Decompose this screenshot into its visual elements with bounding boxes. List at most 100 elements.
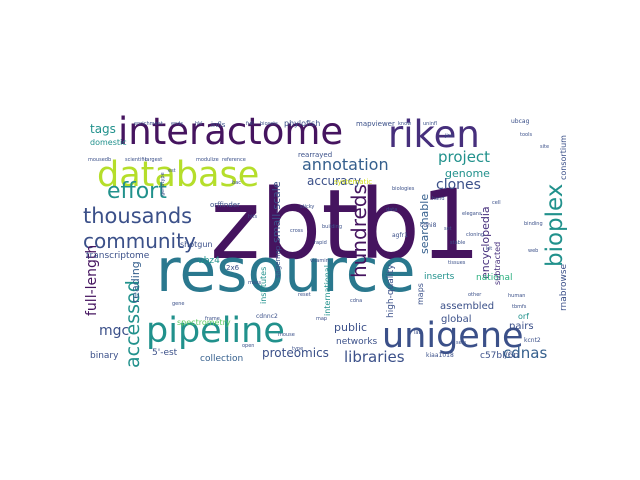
word-mass: mass: [248, 280, 262, 286]
word-pipeline: pipeline: [146, 311, 285, 351]
word-type: type: [292, 346, 303, 352]
word-collection: collection: [200, 354, 243, 364]
word-rnabrowse: rnabrowse: [559, 263, 569, 311]
word-gene: gene: [172, 301, 185, 307]
word-ubz4: ubz4: [198, 256, 220, 266]
word-assembled: assembled: [440, 301, 494, 312]
word-pairs: pairs: [509, 321, 534, 332]
word-open: open: [242, 343, 254, 349]
word-effort: effort: [107, 179, 167, 204]
word-genotype: genotype: [160, 172, 166, 196]
word-full: full: [246, 121, 254, 127]
word-mousedb: mousedb: [88, 157, 111, 163]
word-largest: largest: [145, 157, 162, 163]
word-libraries: libraries: [344, 348, 405, 366]
word-shotgun: shotgun: [180, 240, 213, 249]
word-cdna: cdna: [350, 298, 362, 304]
word-small-scale: small-scale: [270, 181, 283, 243]
word-cross: cross: [290, 228, 303, 234]
word-hkl: hkl: [195, 121, 202, 127]
word-rapid: rapid: [314, 240, 327, 246]
word-high-quality: high-quality: [386, 264, 396, 318]
word-subtracted: subtracted: [493, 242, 502, 285]
word-sagemap: sagemap: [274, 245, 282, 278]
word-data: data: [386, 207, 397, 213]
word-project: project: [438, 148, 490, 166]
word-sticky: sticky: [300, 204, 314, 210]
word-resource: resource: [156, 236, 416, 306]
word-tbmfs: tbmfs: [512, 304, 527, 310]
word-building: building: [322, 224, 342, 230]
word-national: national: [476, 273, 512, 283]
word-kit: kit: [486, 246, 492, 252]
word-searchable: searchable: [418, 194, 431, 254]
word-international: international: [323, 265, 332, 316]
word-map: map: [316, 316, 327, 322]
word-phylofish: phylofish: [284, 119, 320, 128]
word-community: community: [83, 229, 196, 253]
word-cloning: cloning: [466, 232, 484, 238]
word-zbtb1: zbtb1: [210, 169, 481, 281]
word-other: other: [468, 292, 482, 298]
word-agfr1: agfr1: [392, 232, 408, 239]
word-systematic: systematic: [334, 178, 372, 186]
word-domestic: domestic: [90, 138, 127, 147]
word-clones: clones: [436, 177, 481, 193]
word-scientific: scientific: [125, 157, 147, 163]
word-lab: lab: [414, 330, 422, 336]
word-cdnas: cdnas: [503, 344, 547, 362]
word-jira: jira: [444, 133, 453, 139]
word-hand: hand: [432, 196, 445, 202]
word-interactome: interactome: [118, 110, 343, 153]
word-site: site: [540, 144, 549, 150]
word-unigene: unigene: [382, 316, 524, 356]
word-bioplex: bioplex: [542, 184, 568, 267]
word-full-length: full-length: [84, 245, 100, 316]
word-web: web: [528, 248, 538, 254]
word-institutes: institutes: [259, 267, 268, 304]
word-biosets: biosets: [260, 121, 278, 127]
word-maps: maps: [416, 283, 425, 305]
word-mapviewer: mapviewer: [356, 120, 395, 128]
word-modulize: modulize: [196, 157, 219, 163]
word-encyclopedia: encyclopedia: [479, 206, 492, 279]
word-networks: networks: [336, 337, 378, 347]
word-accuracy: accuracy: [307, 174, 361, 188]
word-bac: bac: [232, 180, 241, 186]
word-reset: reset: [298, 292, 311, 298]
word-rearrayed: rearrayed: [298, 151, 332, 159]
word-elegans: elegans: [462, 211, 482, 217]
word-cdnnc2: cdnnc2: [256, 313, 278, 320]
word-frame: frame: [205, 316, 220, 322]
word-mgc: mgc: [99, 323, 129, 339]
word-binary: binary: [90, 351, 119, 361]
word-hundreds: hundreds: [347, 184, 371, 278]
word-2x6: 2x6: [226, 264, 240, 272]
word-biologies: biologies: [392, 186, 415, 192]
word-reference: reference: [222, 157, 246, 163]
word-know: know: [398, 121, 411, 127]
word-consortium: consortium: [559, 135, 568, 180]
word-global: global: [441, 314, 472, 325]
word-set: set: [444, 226, 452, 232]
word-ends: ends: [171, 121, 183, 127]
word-tools: tools: [520, 132, 532, 138]
word-mouse: mouse: [278, 332, 295, 338]
word-orffinder: orffinder: [210, 201, 240, 209]
word-hits: hits: [248, 214, 258, 220]
word-infls: infls: [211, 121, 226, 129]
word-est: est: [168, 168, 176, 174]
word-database: database: [97, 155, 259, 195]
word-public: public: [334, 321, 367, 334]
word-vitamin: vitamin: [310, 258, 329, 264]
word-5-est: 5'-est: [152, 348, 178, 358]
word-cell: cell: [492, 200, 501, 206]
word-ubcag: ubcag: [511, 118, 530, 125]
word-riken: riken: [388, 113, 480, 156]
word-enrichment: enrichment: [134, 121, 163, 127]
word-c57bl-6n: c57bl/6n: [480, 351, 519, 361]
word-accessed: accessed: [122, 280, 144, 368]
